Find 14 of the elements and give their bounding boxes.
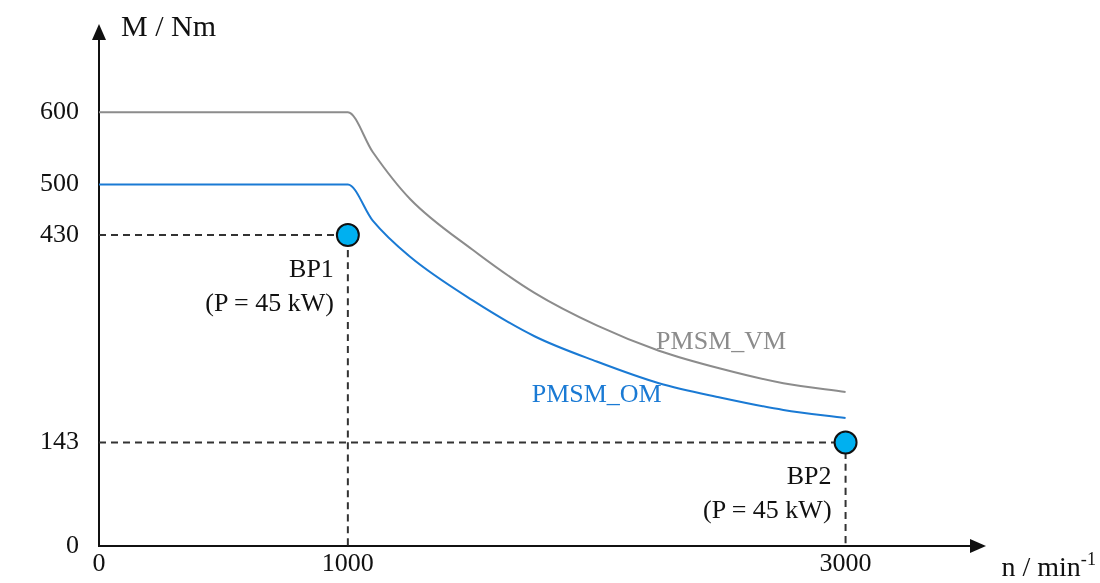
line-series <box>99 183 847 419</box>
series-label: PMSM_VM <box>656 325 787 355</box>
y-tick-label: 500 <box>40 168 79 198</box>
annotation: BP2 (P = 45 kW) <box>703 461 832 525</box>
annotation: BP1 (P = 45 kW) <box>205 254 334 318</box>
series-label: PMSM_OM <box>531 378 662 408</box>
y-tick-label: 0 <box>66 529 79 559</box>
y-axis-title: M / Nm <box>121 9 217 42</box>
x-tick-label: 0 <box>92 548 106 578</box>
y-tick-label: 600 <box>40 96 79 126</box>
x-tick-label: 3000 <box>819 548 872 578</box>
y-tick-label: 143 <box>40 426 79 456</box>
x-tick-label: 1000 <box>321 548 374 578</box>
y-tick-label: 430 <box>40 218 79 248</box>
